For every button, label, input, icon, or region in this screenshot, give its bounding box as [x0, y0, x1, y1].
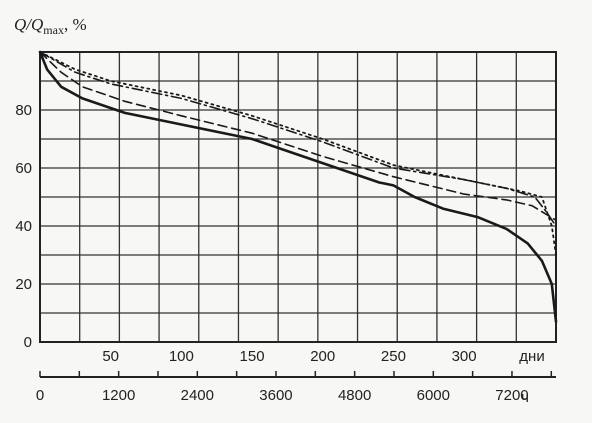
x-tick-label-days: 150 — [240, 348, 265, 365]
x-tick-label-days: 300 — [452, 348, 477, 365]
y-tick-label: 80 — [15, 102, 32, 119]
y-tick-label: 0 — [24, 334, 32, 351]
x-tick-label-days: 200 — [310, 348, 335, 365]
y-tick-labels: 0 20 40 60 80 — [15, 102, 32, 351]
data-series — [38, 50, 558, 323]
x-tick-label-hours: 7200 — [495, 387, 528, 404]
x-tick-label-hours: 3600 — [259, 387, 292, 404]
y-tick-label: 20 — [15, 276, 32, 293]
x-tick-label-hours: 1200 — [102, 387, 135, 404]
x-tick-label-hours: 2400 — [181, 387, 214, 404]
x-axis-days: 50 100 150 200 250 300 дни — [102, 348, 544, 365]
y-axis-title-main: Q/Q — [14, 15, 43, 34]
plot-border — [39, 51, 557, 343]
x-tick-label-days: 250 — [381, 348, 406, 365]
y-tick-label: 40 — [15, 218, 32, 235]
chart-grid — [40, 52, 556, 342]
x-tick-label-hours: 0 — [36, 387, 44, 404]
series-line-solid — [38, 50, 558, 323]
x-unit-hours: ч — [521, 389, 529, 406]
y-axis-title-suffix: , % — [64, 15, 87, 34]
series-line-dash-dot — [39, 51, 557, 227]
series-line-dotted — [39, 51, 557, 256]
plot-frame — [39, 51, 557, 343]
y-tick-label: 60 — [15, 160, 32, 177]
x-tick-label-hours: 4800 — [338, 387, 371, 404]
x-tick-label-days: 50 — [102, 348, 119, 365]
y-axis-title-sub: max — [43, 23, 64, 37]
x-tick-label-hours: 6000 — [417, 387, 450, 404]
y-axis-title: Q/Qmax, % — [14, 15, 87, 37]
x-unit-days: дни — [519, 348, 544, 365]
series-line-dashed — [39, 51, 557, 221]
x-tick-label-days: 100 — [169, 348, 194, 365]
